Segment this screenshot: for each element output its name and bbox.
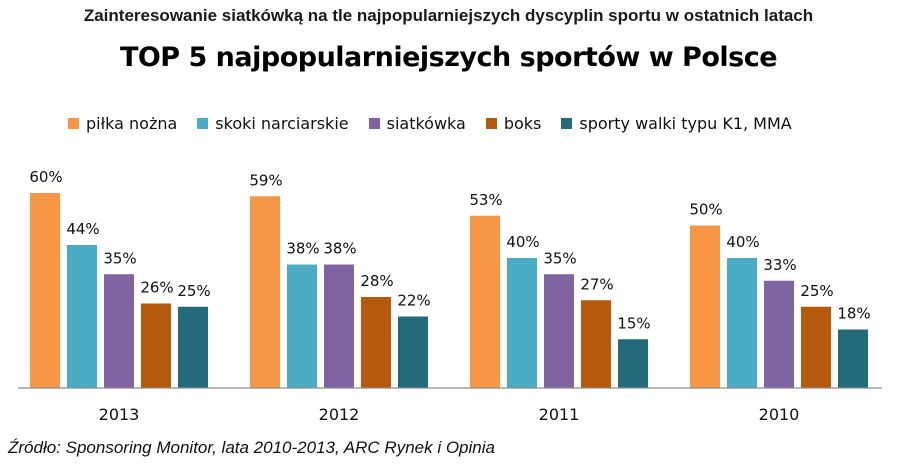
bar-2011-sporty-walki-typu-k1-mma: [618, 339, 648, 388]
legend-item-pilka-nozna: piłka nożna: [68, 114, 177, 133]
chart-title: TOP 5 najpopularniejszych sportów w Pols…: [119, 42, 778, 73]
legend-swatch-skoki-narciarskie: [197, 117, 209, 129]
data-label-2010-boks: 25%: [800, 282, 833, 300]
x-tick-label-2011: 2011: [539, 405, 580, 424]
chart-supertitle: Zainteresowanie siatkówką na tle najpopu…: [83, 6, 814, 25]
bar-2011-boks: [581, 300, 611, 388]
bar-2011-siatk-wka: [544, 274, 574, 388]
data-label-2013-skoki-narciarskie: 44%: [66, 220, 99, 238]
data-label-2010-skoki-narciarskie: 40%: [726, 233, 759, 251]
data-label-2011-siatk-wka: 35%: [543, 249, 576, 267]
bar-2012-siatk-wka: [324, 264, 354, 388]
legend-swatch-sporty-walki: [561, 117, 573, 129]
data-label-2010-pi-ka-no-na: 50%: [689, 201, 722, 219]
legend-item-sporty-walki: sporty walki typu K1, MMA: [561, 113, 792, 133]
legend-label-boks: boks: [503, 113, 542, 133]
legend-item-boks: boks: [485, 113, 542, 133]
bar-2012-boks: [361, 297, 391, 388]
data-label-2011-pi-ka-no-na: 53%: [469, 191, 502, 209]
bar-2010-skoki-narciarskie: [727, 258, 757, 388]
data-label-2012-siatk-wka: 38%: [323, 240, 356, 258]
bar-2013-pi-ka-no-na: [30, 193, 60, 388]
legend-label-skoki-narciarskie: skoki narciarskie: [215, 113, 349, 133]
data-label-2013-sporty-walki-typu-k1-mma: 25%: [177, 282, 210, 300]
data-label-2011-sporty-walki-typu-k1-mma: 15%: [617, 314, 650, 332]
data-label-2012-sporty-walki-typu-k1-mma: 22%: [397, 292, 430, 310]
data-label-2010-siatk-wka: 33%: [763, 256, 796, 274]
x-tick-label-2012: 2012: [319, 405, 360, 424]
bar-2011-pi-ka-no-na: [470, 215, 500, 388]
bar-2013-siatk-wka: [104, 274, 134, 388]
x-tick-label-2010: 2010: [759, 405, 800, 424]
legend-label-pilka-nozna: piłka nożna: [86, 113, 178, 133]
bar-2012-skoki-narciarskie: [287, 264, 317, 388]
bar-2010-siatk-wka: [764, 280, 794, 388]
data-label-2012-pi-ka-no-na: 59%: [249, 171, 282, 189]
bar-2013-sporty-walki-typu-k1-mma: [178, 306, 208, 388]
data-label-2011-skoki-narciarskie: 40%: [506, 233, 539, 251]
legend-item-siatkowka: siatkówka: [368, 113, 466, 133]
legend-label-siatkowka: siatkówka: [386, 113, 466, 133]
legend-label-sporty-walki: sporty walki typu K1, MMA: [579, 113, 792, 133]
bar-2012-sporty-walki-typu-k1-mma: [398, 316, 428, 388]
bar-2013-skoki-narciarskie: [67, 245, 97, 388]
bar-2013-boks: [141, 303, 171, 388]
bar-2012-pi-ka-no-na: [250, 196, 280, 388]
data-label-2012-boks: 28%: [360, 272, 393, 290]
bar-2010-boks: [801, 306, 831, 388]
bar-2010-sporty-walki-typu-k1-mma: [838, 329, 868, 388]
data-label-2011-boks: 27%: [580, 275, 613, 293]
chart-legend: piłka nożna skoki narciarskie siatkówka …: [68, 112, 792, 134]
data-label-2010-sporty-walki-typu-k1-mma: 18%: [837, 305, 870, 323]
bar-2010-pi-ka-no-na: [690, 225, 720, 388]
data-label-2013-pi-ka-no-na: 60%: [29, 168, 62, 186]
bar-2011-skoki-narciarskie: [507, 258, 537, 388]
x-tick-label-2013: 2013: [99, 405, 140, 424]
legend-swatch-siatkowka: [368, 117, 380, 129]
data-label-2013-siatk-wka: 35%: [103, 249, 136, 267]
legend-swatch-boks: [485, 117, 497, 129]
legend-swatch-pilka-nozna: [68, 117, 79, 129]
legend-item-skoki-narciarskie: skoki narciarskie: [197, 113, 349, 133]
data-label-2012-skoki-narciarskie: 38%: [286, 240, 319, 258]
source-note: Źródło: Sponsoring Monitor, lata 2010-20…: [8, 438, 495, 457]
data-label-2013-boks: 26%: [140, 279, 173, 297]
